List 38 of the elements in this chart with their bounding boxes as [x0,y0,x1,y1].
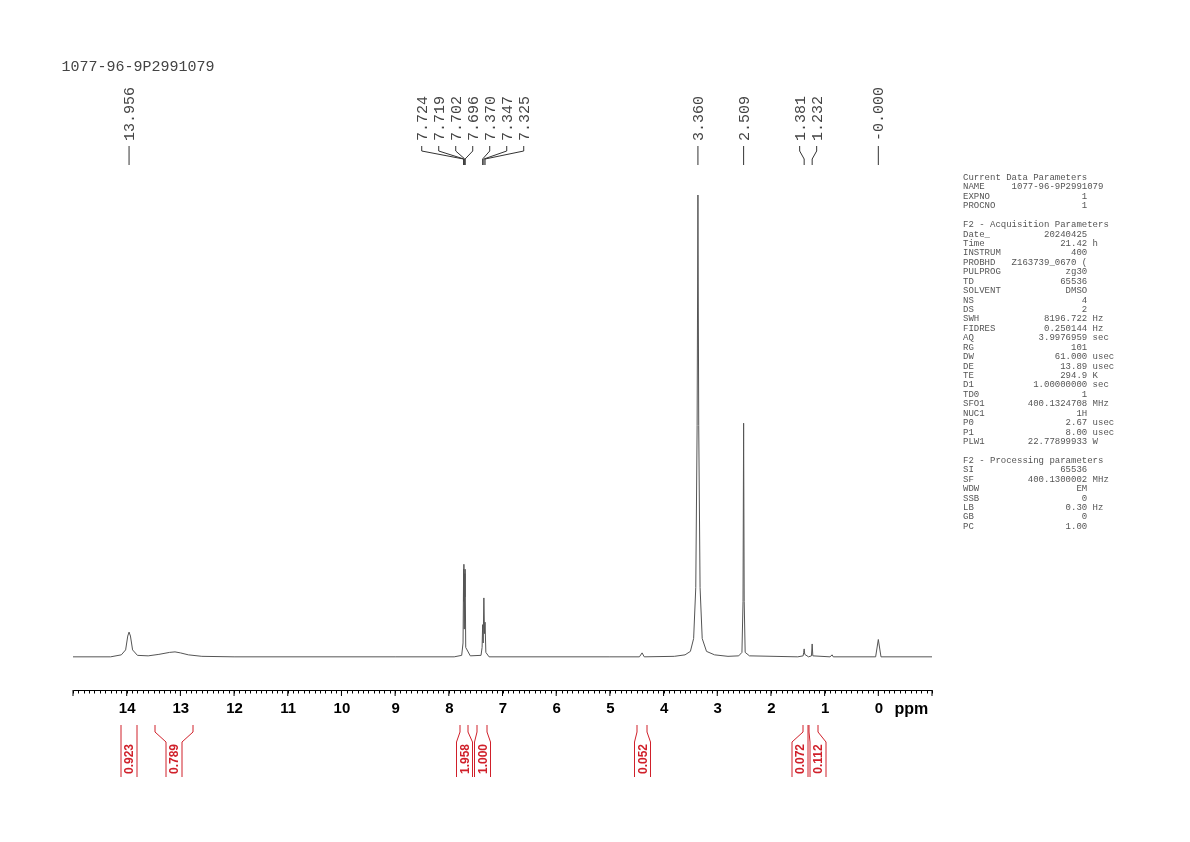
annotation: 3.360 [690,95,708,141]
annotation: -0.000 [871,86,889,141]
x-tick-label: 3 [713,698,722,716]
annotation: 7.696 [465,95,483,141]
text: 1.000 [475,743,490,775]
annotation: 2.509 [736,95,754,141]
x-tick-label: 12 [226,698,243,716]
text: 0.052 [635,743,650,775]
x-tick-label: 10 [333,698,351,716]
x-tick-label: 11 [280,698,297,716]
text: Current Data Parameters NAME 1077-96-9P2991079 EXPNO 1 PROCNO 1 F2 - Acquisition Parameters Date_ 20240425 Time 21.42 h INSTRUM 400 PROBHD Z163739_0670 ( PULPROG zg30 TD 65536 SOLVENT DMSO NS 4 DS 2 SWH 8196.722 Hz FIDRES 0.250144 Hz AQ 3.9976959 sec RG 101 DW 61.000 usec DE 13.89 usec TE 294.9 K D1 1.00000000 sec TD0 1 SFO1 400.1324708 MHz NUC1 1H P0 2.67 usec P1 8.00 usec PLW1 22.77899933 W F2 - Processing parameters SI 65536 SF 400.1300002 MHz WDW EM SSB 0 LB 0.30 Hz GB 0 PC 1.00 [963,173,1115,532]
x-tick-label: 4 [659,698,669,716]
text: 0.112 [811,743,825,774]
chart-title: 1077-96-9P2991079 [61,59,215,76]
x-tick-label: 2 [767,698,776,716]
text: 0.789 [167,743,181,775]
annotation: 13.956 [122,86,140,141]
x-tick-label: 0 [874,698,883,716]
text: 0.923 [122,743,136,775]
annotation: 1.232 [809,95,827,141]
x-tick-label: 9 [391,698,400,716]
annotation: 1.381 [792,95,810,141]
text: 0.072 [793,743,807,775]
x-tick-label: 13 [172,698,190,716]
annotation: 7.719 [431,95,449,141]
x-tick-label: 7 [498,698,508,716]
x-tick-label: 14 [118,698,137,716]
x-tick-label: 6 [552,698,561,716]
annotation: 7.724 [414,95,432,141]
annotation: 7.702 [448,95,466,141]
x-tick-label: 8 [445,698,454,716]
annotation: 7.347 [499,95,517,141]
text: 1.958 [457,743,472,775]
x-tick-label: 5 [606,698,615,716]
x-axis-title: ppm [894,699,929,717]
x-tick-label: 1 [820,698,830,716]
annotation: 7.370 [482,95,500,141]
annotation: 7.325 [516,95,534,141]
